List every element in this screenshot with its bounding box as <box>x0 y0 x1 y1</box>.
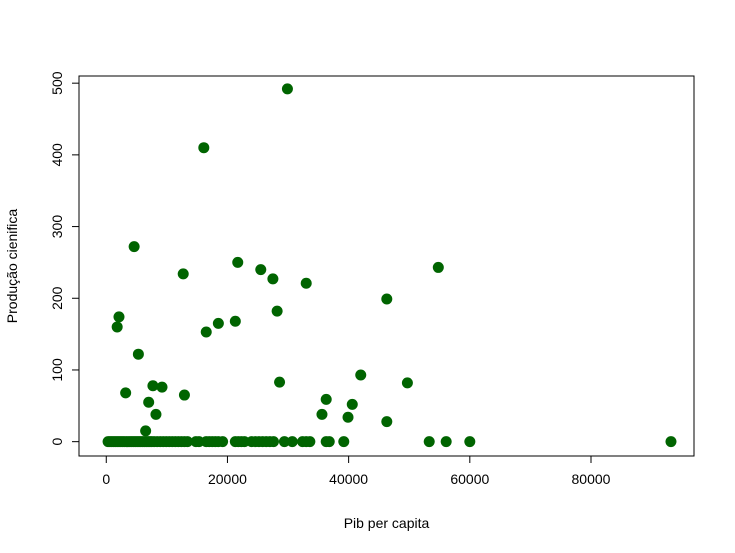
x-axis-title: Pib per capita <box>344 515 430 531</box>
data-point <box>232 256 244 268</box>
data-point <box>304 436 316 448</box>
data-point <box>147 380 159 392</box>
y-tick-label: 100 <box>49 358 65 382</box>
data-point <box>346 398 358 410</box>
data-point <box>423 436 435 448</box>
y-tick-label: 300 <box>49 215 65 239</box>
data-point <box>217 436 229 448</box>
data-point <box>229 315 241 327</box>
x-tick-label: 80000 <box>572 471 611 487</box>
y-tick-label: 500 <box>49 71 65 95</box>
x-tick-label: 60000 <box>450 471 489 487</box>
x-axis: 0 20000 40000 60000 80000 <box>102 455 611 487</box>
data-point <box>212 317 224 329</box>
data-point <box>271 305 283 317</box>
data-point <box>111 321 123 333</box>
x-tick-label: 0 <box>102 471 110 487</box>
data-point <box>338 436 350 448</box>
x-tick-label: 20000 <box>208 471 247 487</box>
data-points <box>102 83 677 448</box>
data-point <box>323 436 335 448</box>
data-point <box>300 277 312 289</box>
x-tick-label: 40000 <box>329 471 368 487</box>
data-point <box>200 326 212 338</box>
data-point <box>401 377 413 389</box>
data-point <box>156 381 168 393</box>
y-axis-title: Produção cienifica <box>4 209 20 324</box>
data-point <box>143 396 155 408</box>
y-tick-label: 200 <box>49 286 65 310</box>
data-point <box>286 436 298 448</box>
plot-box <box>78 75 695 457</box>
data-point <box>381 416 393 428</box>
data-point <box>140 425 152 437</box>
data-point <box>432 261 444 273</box>
data-point <box>150 408 162 420</box>
data-point <box>132 348 144 360</box>
data-point <box>113 311 125 323</box>
data-point <box>198 142 210 154</box>
data-point <box>128 241 140 253</box>
data-point <box>381 293 393 305</box>
data-point <box>274 376 286 388</box>
y-axis: 0 100 200 300 400 500 <box>49 71 80 446</box>
data-point <box>177 268 189 280</box>
y-tick-label: 400 <box>49 143 65 167</box>
y-tick-label: 0 <box>49 438 65 446</box>
data-point <box>342 411 354 423</box>
data-point <box>181 436 193 448</box>
data-point <box>464 436 476 448</box>
data-point <box>267 273 279 285</box>
data-point <box>316 408 328 420</box>
data-point <box>665 436 677 448</box>
data-point <box>120 387 132 399</box>
data-point <box>440 436 452 448</box>
data-point <box>320 393 332 405</box>
data-point <box>278 436 290 448</box>
data-point <box>268 436 279 448</box>
data-point <box>255 264 267 276</box>
data-point <box>178 389 190 401</box>
data-point <box>355 369 367 381</box>
data-point <box>281 83 293 95</box>
